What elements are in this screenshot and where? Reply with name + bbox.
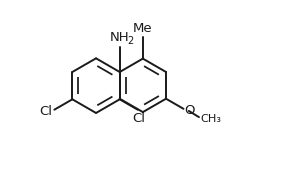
Text: CH₃: CH₃	[200, 114, 221, 124]
Text: Cl: Cl	[39, 105, 52, 118]
Text: 2: 2	[127, 36, 134, 45]
Text: NH: NH	[110, 31, 129, 44]
Text: Cl: Cl	[133, 112, 146, 125]
Text: O: O	[185, 104, 195, 117]
Text: Me: Me	[133, 22, 153, 35]
